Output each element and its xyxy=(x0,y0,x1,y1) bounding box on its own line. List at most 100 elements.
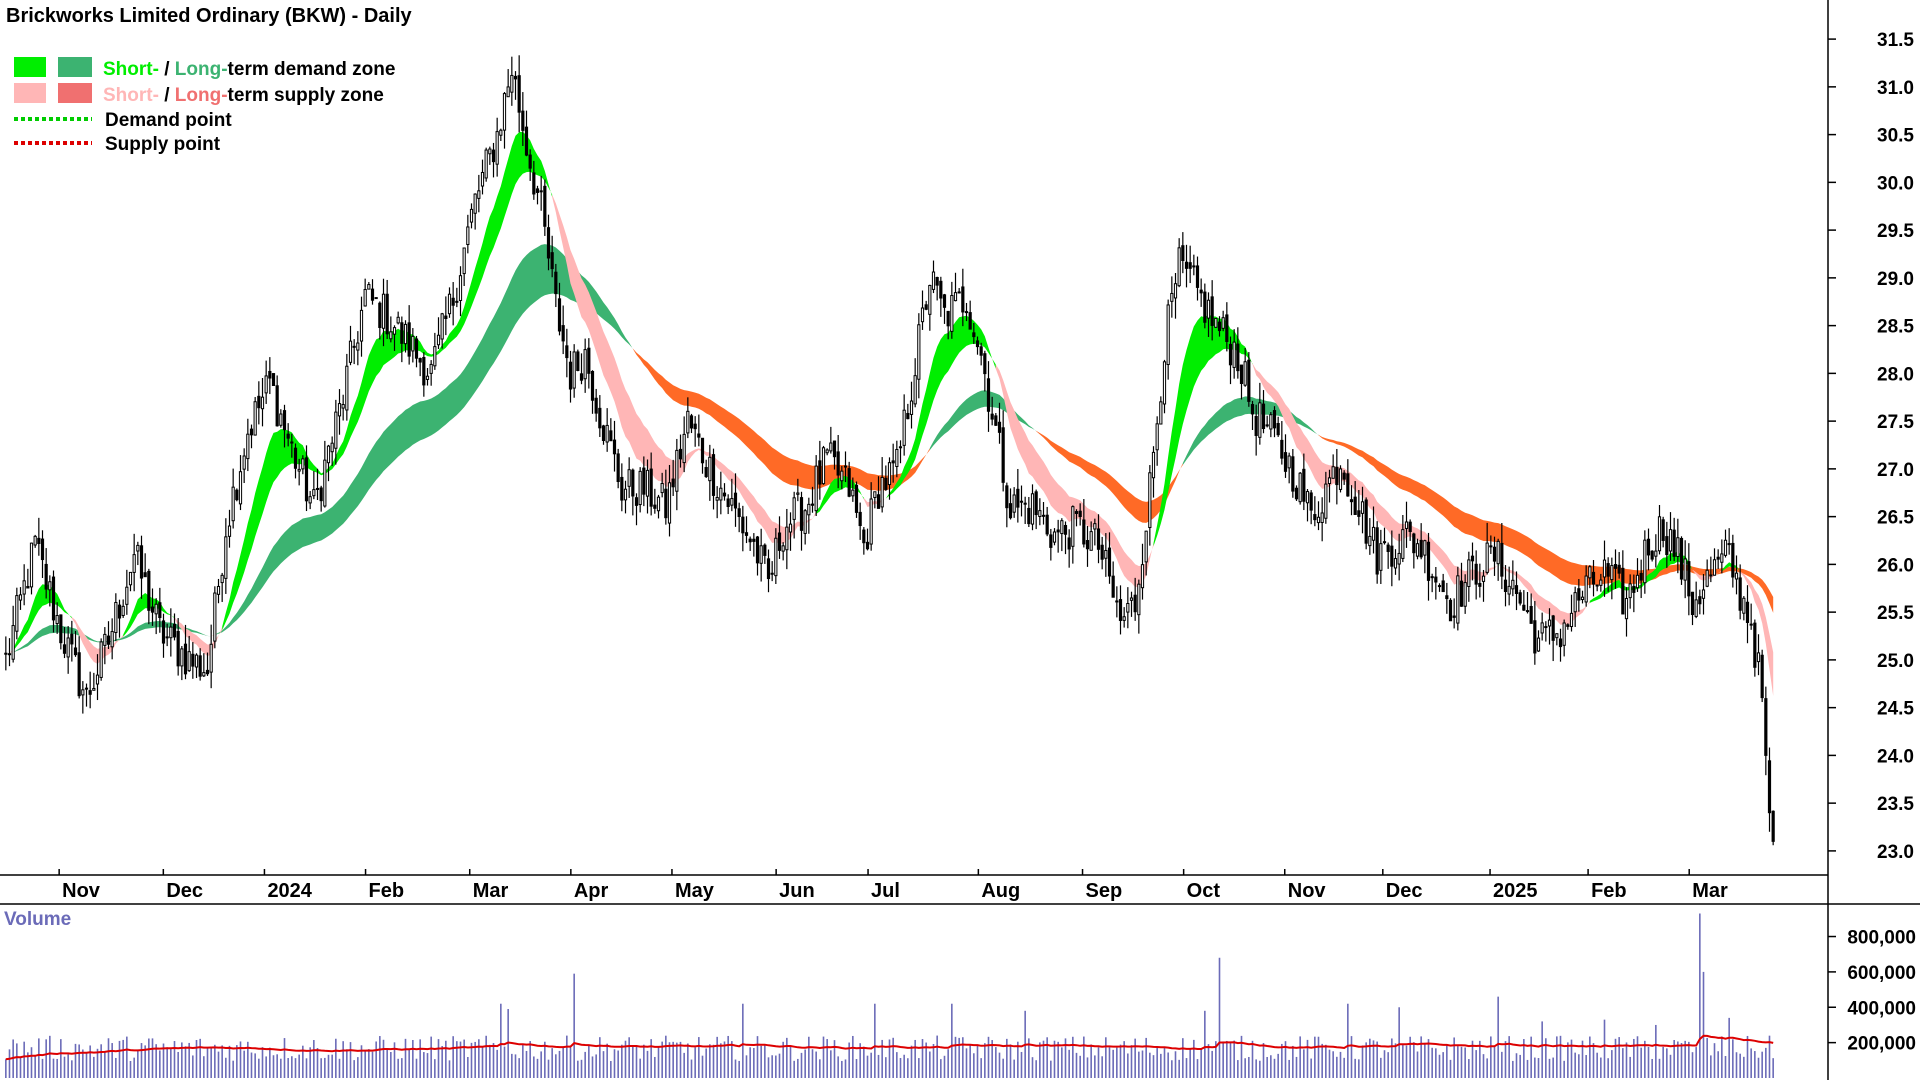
candle-body xyxy=(403,323,408,345)
candle xyxy=(554,263,558,308)
candle xyxy=(1492,536,1497,576)
candle xyxy=(1404,501,1409,548)
candle-body xyxy=(1034,491,1038,516)
candle xyxy=(1192,254,1196,276)
candle xyxy=(777,516,782,559)
candle xyxy=(1140,543,1145,600)
candle-body xyxy=(279,413,283,426)
candle xyxy=(1588,565,1592,589)
candle xyxy=(275,375,279,427)
legend-demand-short: Short- xyxy=(103,59,159,80)
candle xyxy=(1485,522,1489,575)
candle xyxy=(1232,329,1236,379)
candle xyxy=(612,420,617,472)
candle xyxy=(528,149,532,181)
candle-body xyxy=(803,510,807,534)
candle xyxy=(961,268,965,327)
candle xyxy=(1731,534,1735,588)
candle-body xyxy=(161,620,166,644)
time-tick-label: Dec xyxy=(1386,880,1423,902)
candle-body xyxy=(440,313,444,340)
candle-body xyxy=(686,410,690,434)
candle xyxy=(1074,509,1079,527)
legend-swatch-short-supply xyxy=(14,83,46,103)
candle xyxy=(693,416,697,447)
candle xyxy=(1067,529,1071,568)
candle-body xyxy=(447,293,452,315)
candle xyxy=(1133,577,1137,621)
candle-body xyxy=(862,529,866,544)
short-term-supply-zone xyxy=(71,617,124,664)
candle xyxy=(950,281,954,339)
candle-body xyxy=(59,614,63,644)
candle-body xyxy=(752,538,756,542)
candle xyxy=(1184,244,1189,288)
candle-body xyxy=(1148,472,1152,529)
candle xyxy=(1320,497,1324,542)
candle xyxy=(704,459,708,478)
candle-body xyxy=(832,440,837,458)
candle xyxy=(447,287,452,318)
candle-body xyxy=(1184,261,1189,269)
candle xyxy=(990,396,994,426)
candle xyxy=(1038,498,1042,526)
candle-body xyxy=(1019,500,1024,503)
candle xyxy=(363,278,367,307)
candle-body xyxy=(1566,624,1570,627)
candle-body xyxy=(748,538,752,543)
candle-body xyxy=(821,447,826,485)
candle-body xyxy=(1375,527,1379,575)
candle-body xyxy=(1298,472,1302,503)
candle xyxy=(1683,540,1687,599)
candle xyxy=(1533,601,1537,665)
candle-body xyxy=(26,585,30,589)
candle xyxy=(1503,565,1508,607)
candle xyxy=(1265,415,1269,428)
candle-body xyxy=(191,653,195,667)
candle xyxy=(568,350,573,403)
candle-body xyxy=(1214,317,1218,328)
candle xyxy=(502,92,507,149)
candle xyxy=(132,533,136,592)
candle-body xyxy=(128,571,133,586)
candle-body xyxy=(675,449,679,492)
candle xyxy=(1701,574,1706,615)
legend-supply-rest: term supply zone xyxy=(228,85,384,106)
candle xyxy=(1027,497,1031,527)
candle-body xyxy=(1159,401,1163,425)
candle xyxy=(1430,573,1434,593)
candle-body xyxy=(587,347,591,374)
candle-body xyxy=(1357,510,1361,517)
candle-body xyxy=(165,636,169,639)
candle-body xyxy=(125,586,129,605)
candle-body xyxy=(565,345,569,359)
candle xyxy=(1287,452,1291,484)
candle-body xyxy=(1569,612,1574,628)
candle xyxy=(1078,503,1082,526)
candle xyxy=(1650,550,1654,562)
candle-body xyxy=(15,595,19,632)
price-tick-label: 24.5 xyxy=(1877,699,1914,720)
candle-body xyxy=(884,477,888,490)
candle xyxy=(1529,593,1533,624)
candle xyxy=(653,488,657,514)
candle-body xyxy=(92,687,96,691)
candle xyxy=(1522,590,1526,611)
candle xyxy=(1760,649,1764,703)
candle xyxy=(667,464,672,537)
candle xyxy=(1434,566,1438,600)
candle xyxy=(766,549,771,593)
candle xyxy=(1313,496,1317,527)
legend-demand-long: Long- xyxy=(175,59,228,80)
candle-body xyxy=(763,544,767,556)
candle-body xyxy=(1503,579,1508,592)
candle xyxy=(169,608,173,657)
candle-body xyxy=(1525,610,1530,613)
candle xyxy=(869,482,873,551)
candle-body xyxy=(1129,597,1134,601)
candle-body xyxy=(854,484,859,513)
candle-body xyxy=(1192,265,1196,268)
candle-body xyxy=(1052,531,1057,543)
candle xyxy=(598,395,602,438)
candle xyxy=(1188,245,1192,284)
